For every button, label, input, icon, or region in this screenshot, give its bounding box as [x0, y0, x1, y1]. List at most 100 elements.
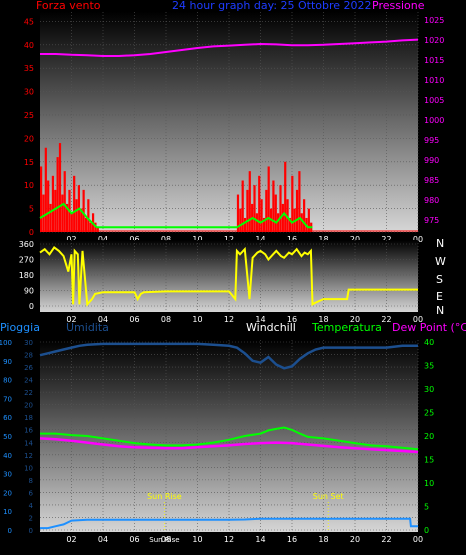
temperature-axis-ticks: 0 5 10 15 20 25 30 35 40: [424, 338, 434, 535]
y-tick-label: 8: [29, 477, 33, 485]
y-tick-label: 80: [3, 377, 12, 385]
wind-speed-bar: [89, 222, 92, 232]
x-tick-label: 12: [224, 535, 234, 544]
pressure-series-line: [40, 38, 419, 57]
y-tick-label: 10: [24, 464, 33, 472]
x-tick-label: 16: [287, 235, 297, 244]
x-tick-label: 06: [129, 535, 139, 544]
wind-speed-bar: [236, 194, 240, 232]
y-tick-label: 1025: [424, 16, 444, 25]
y-tick-label: 30: [424, 385, 434, 394]
wind-speed-bar: [291, 175, 294, 232]
x-tick-label: 18: [318, 235, 328, 244]
wind-speed-bar: [274, 194, 277, 232]
wind-speed-bar: [246, 189, 249, 232]
y-tick-label: 12: [24, 452, 33, 460]
y-tick-label: 30: [24, 88, 34, 97]
y-tick-label: 50: [3, 433, 12, 441]
wind-pressure-x-ticks: 02 04 06 08 10 12 14 16 18 20 22 00: [66, 235, 423, 244]
wind-speed-bar: [248, 171, 251, 232]
wind-speed-bar: [87, 199, 90, 232]
x-tick-label: 18: [318, 315, 328, 324]
compass-label-west: W: [435, 255, 446, 268]
y-tick-label: 360: [19, 240, 34, 249]
wind-speed-bar: [267, 166, 270, 232]
dew-point-series-line: [39, 437, 419, 454]
wind-speed-bar: [80, 208, 83, 232]
pressure-axis-ticks: 975 980 985 990 995 1000 1005 1010 1015 1020 1025: [424, 16, 444, 225]
wind-axis-label: Forza vento: [36, 0, 101, 12]
y-tick-label: 1005: [424, 96, 444, 105]
wind-speed-bar: [63, 171, 66, 232]
y-tick-label: 1010: [424, 76, 444, 85]
x-tick-label: 18: [318, 535, 328, 544]
y-tick-label: 40: [24, 41, 34, 50]
wind-speed-bar: [300, 213, 303, 232]
wind-speed-bar: [42, 194, 45, 232]
x-tick-label: 06: [129, 315, 139, 324]
y-tick-label: 25: [424, 409, 434, 418]
wind-speed-bar: [70, 213, 73, 232]
wind-axis-ticks: 0 5 10 15 20 25 30 35 40 45: [24, 17, 34, 237]
wind-speed-bar: [255, 213, 258, 232]
y-tick-label: 0: [29, 527, 33, 535]
y-tick-label: 18: [24, 414, 33, 422]
x-tick-label: 20: [350, 315, 360, 324]
y-tick-label: 30: [3, 471, 12, 479]
humidity-series-line: [39, 342, 418, 370]
x-tick-label: 00: [413, 235, 423, 244]
y-tick-label: 5: [29, 205, 34, 214]
x-tick-label: 08: [161, 235, 171, 244]
x-tick-label: 04: [98, 535, 108, 544]
y-tick-label: 0: [424, 526, 429, 535]
y-tick-label: 30: [24, 339, 33, 347]
y-tick-label: 0: [8, 527, 12, 535]
wind-speed-bar: [44, 147, 47, 232]
pressure-axis-label: Pressione: [372, 0, 425, 12]
wind-speed-bar: [284, 161, 287, 232]
y-tick-label: 270: [19, 256, 34, 265]
x-tick-label: 20: [350, 535, 360, 544]
y-tick-label: 40: [424, 338, 434, 347]
graph-date-label: 24 hour graph day: 25 Ottobre 2022: [172, 0, 372, 12]
wind-speed-bar: [241, 180, 244, 232]
dew-point-label: Dew Point (°C): [392, 321, 466, 334]
y-tick-label: 100: [0, 339, 12, 347]
x-tick-label: 02: [66, 315, 76, 324]
rain-axis-ticks: 0 10 20 30 40 50 60 70 80 90 100: [0, 339, 12, 535]
y-tick-label: 2: [29, 514, 33, 522]
wind-speed-bar: [272, 180, 275, 232]
y-tick-label: 20: [3, 489, 12, 497]
x-tick-label: 14: [255, 315, 265, 324]
pressure-line: [40, 38, 419, 57]
y-tick-label: 6: [29, 489, 34, 497]
y-tick-label: 20: [24, 402, 33, 410]
wind-pressure-grid: [40, 12, 419, 233]
wind-speed-bar: [281, 203, 284, 232]
y-tick-label: 20: [424, 432, 434, 441]
wind-speed-bar: [51, 175, 55, 232]
x-tick-label: 16: [287, 315, 297, 324]
x-tick-label: 02: [66, 535, 76, 544]
wind-speed-bar: [262, 217, 266, 232]
wind-speed-bar: [73, 175, 76, 232]
x-tick-label: 14: [255, 235, 265, 244]
y-tick-label: 0: [29, 228, 34, 237]
x-tick-label: 12: [224, 315, 234, 324]
y-tick-label: 15: [424, 456, 434, 465]
y-tick-label: 25: [24, 111, 34, 120]
wind-speed-bar: [239, 208, 242, 232]
wind-speed-bar: [96, 227, 99, 232]
wind-speed-bar: [65, 203, 69, 232]
y-tick-label: 985: [424, 176, 439, 185]
rain-series-line: [40, 517, 418, 530]
y-tick-label: 180: [19, 271, 34, 280]
y-tick-label: 26: [24, 364, 33, 372]
x-tick-label: 00: [413, 535, 423, 544]
y-tick-label: 10: [3, 508, 12, 516]
x-tick-label: 00: [413, 315, 423, 324]
y-tick-label: 14: [24, 439, 33, 447]
y-tick-label: 90: [3, 358, 12, 366]
